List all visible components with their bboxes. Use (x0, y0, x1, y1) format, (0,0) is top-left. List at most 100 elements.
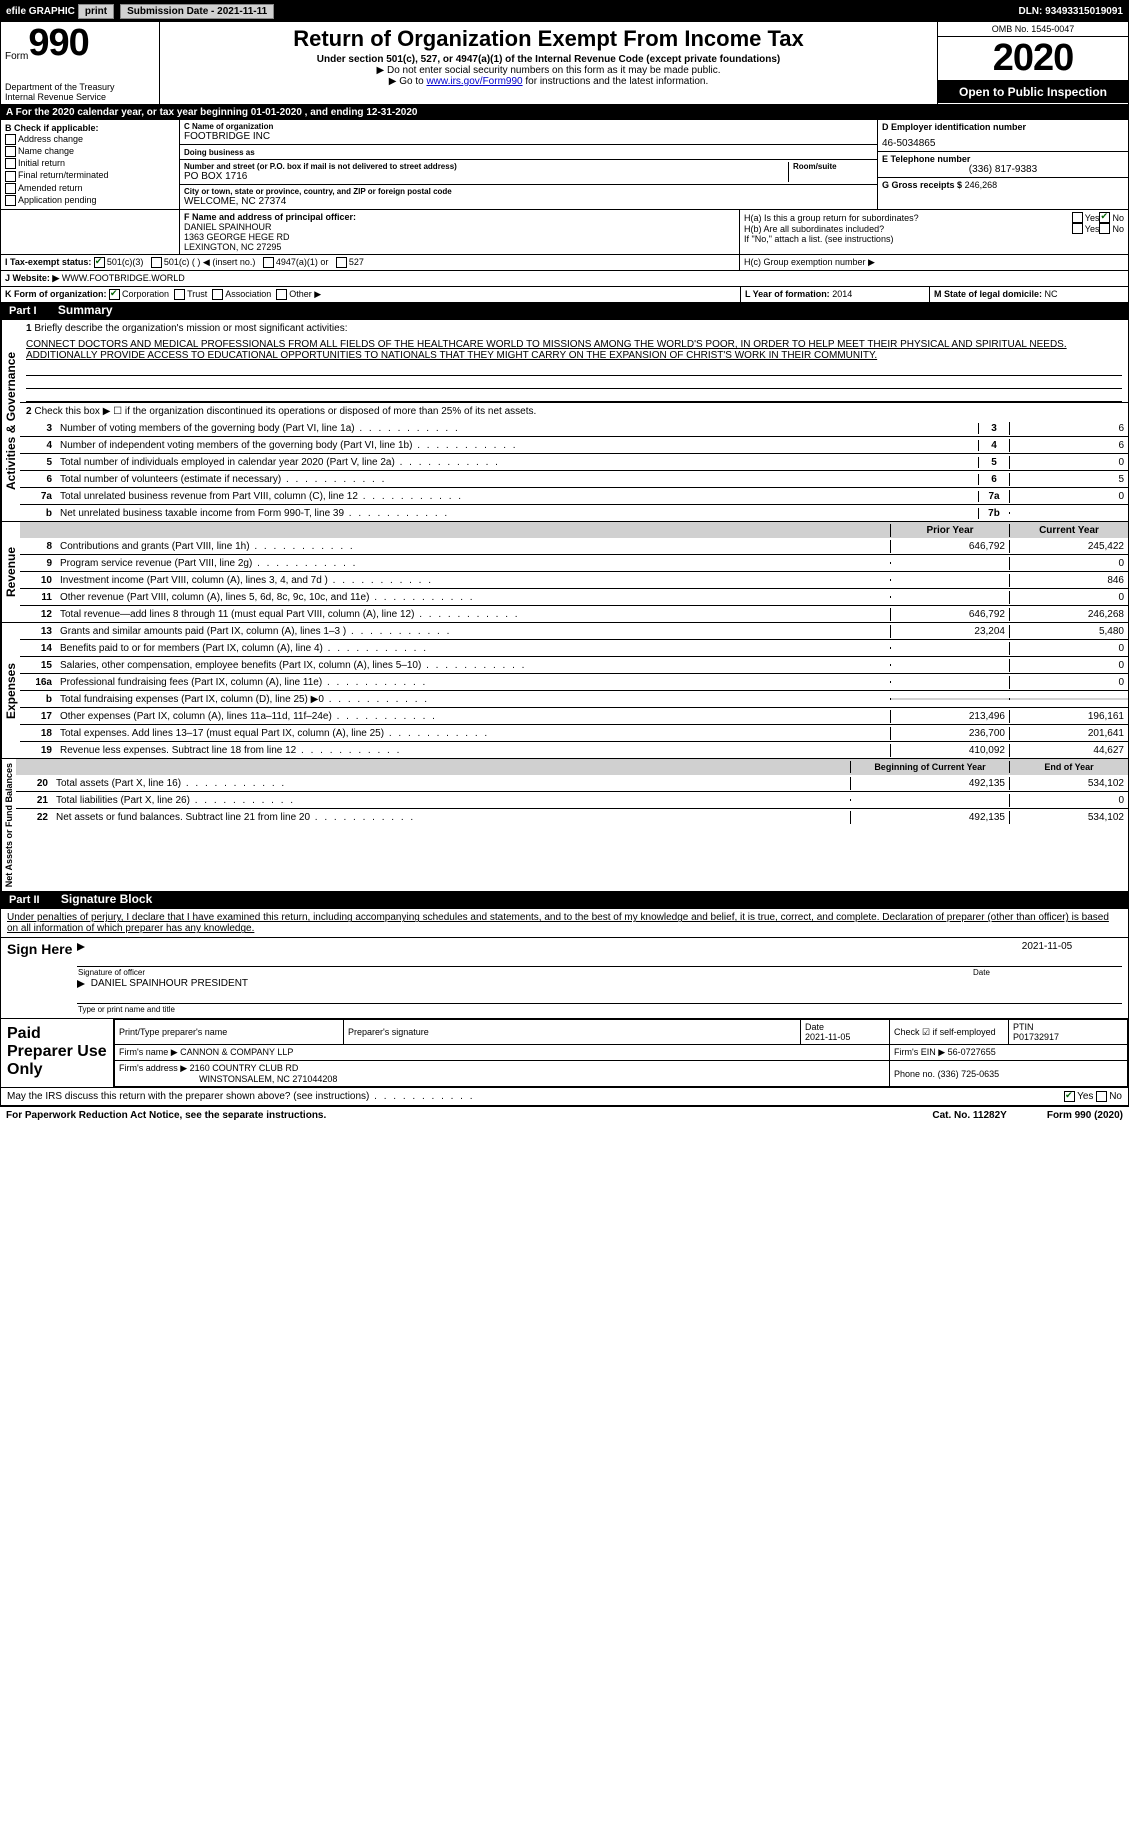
declaration-text: Under penalties of perjury, I declare th… (7, 912, 1122, 934)
sign-date-value: 2021-11-05 (972, 941, 1122, 952)
prep-sig-header: Preparer's signature (348, 1027, 429, 1037)
firm-addr2-value: WINSTONSALEM, NC 271044208 (199, 1074, 337, 1084)
amended-return-label: Amended return (18, 183, 83, 193)
name-title-label: Type or print name and title (77, 1003, 1122, 1015)
mission-blank-line (26, 363, 1122, 376)
expenses-sidelabel: Expenses (1, 623, 20, 758)
hb-no-checkbox[interactable] (1099, 223, 1110, 234)
ein-label: D Employer identification number (882, 122, 1124, 132)
address-change-checkbox[interactable] (5, 134, 16, 145)
org-name: FOOTBRIDGE INC (184, 131, 873, 142)
signature-declaration: Under penalties of perjury, I declare th… (0, 909, 1129, 938)
expense-line: 18Total expenses. Add lines 13–17 (must … (20, 724, 1128, 741)
open-inspection: Open to Public Inspection (938, 81, 1128, 103)
assoc-label: Association (225, 289, 271, 299)
footer: For Paperwork Reduction Act Notice, see … (0, 1106, 1129, 1124)
name-change-checkbox[interactable] (5, 146, 16, 157)
discuss-yes: Yes (1077, 1091, 1093, 1102)
phone-label: E Telephone number (882, 154, 1124, 164)
state-domicile-value: NC (1045, 289, 1058, 299)
application-pending-checkbox[interactable] (5, 195, 16, 206)
officer-addr2: LEXINGTON, NC 27295 (184, 242, 735, 252)
expenses-grid: Expenses 13Grants and similar amounts pa… (0, 623, 1129, 759)
activities-grid: Activities & Governance 1 Briefly descri… (0, 320, 1129, 522)
part1-bar: Part I Summary (0, 303, 1129, 320)
org-name-label: C Name of organization (184, 122, 873, 131)
net-line: 21Total liabilities (Part X, line 26)0 (16, 791, 1128, 808)
summary-line: 6Total number of volunteers (estimate if… (20, 470, 1128, 487)
final-return-label: Final return/terminated (18, 170, 109, 180)
submission-date-button[interactable]: Submission Date - 2021-11-11 (120, 4, 274, 19)
expense-line: 14Benefits paid to or for members (Part … (20, 639, 1128, 656)
line1-label: Briefly describe the organization's miss… (34, 323, 347, 334)
trust-checkbox[interactable] (174, 289, 185, 300)
paid-preparer-block: Paid Preparer Use Only Print/Type prepar… (0, 1019, 1129, 1088)
department-label: Department of the Treasury Internal Reve… (5, 82, 155, 102)
527-checkbox[interactable] (336, 257, 347, 268)
discuss-row: May the IRS discuss this return with the… (0, 1088, 1129, 1106)
form-word: Form (5, 51, 28, 62)
revenue-sidelabel: Revenue (1, 522, 20, 622)
prep-name-header: Print/Type preparer's name (119, 1027, 227, 1037)
ha-no: No (1112, 213, 1124, 223)
efile-label: efile GRAPHIC (6, 6, 75, 17)
city-value: WELCOME, NC 27374 (184, 196, 873, 207)
revenue-line: 12Total revenue—add lines 8 through 11 (… (20, 605, 1128, 622)
4947-checkbox[interactable] (263, 257, 274, 268)
pra-notice: For Paperwork Reduction Act Notice, see … (6, 1110, 326, 1121)
print-button[interactable]: print (78, 4, 114, 19)
part2-bar: Part II Signature Block (0, 892, 1129, 909)
firm-phone-label: Phone no. (894, 1069, 935, 1079)
firm-ein-label: Firm's EIN ▶ (894, 1047, 945, 1057)
hb-yes-checkbox[interactable] (1072, 223, 1083, 234)
irs-link[interactable]: www.irs.gov/Form990 (426, 76, 522, 87)
firm-phone-value: (336) 725-0635 (938, 1069, 1000, 1079)
corp-label: Corporation (122, 289, 169, 299)
summary-line: 5Total number of individuals employed in… (20, 453, 1128, 470)
corp-checkbox[interactable] (109, 289, 120, 300)
mission-blank-line (26, 376, 1122, 389)
beginning-year-header: Beginning of Current Year (850, 761, 1009, 773)
part2-tag: Part II (1, 892, 48, 908)
dba-label: Doing business as (184, 148, 255, 157)
ha-yes-checkbox[interactable] (1072, 212, 1083, 223)
summary-line: 4Number of independent voting members of… (20, 436, 1128, 453)
501c3-checkbox[interactable] (94, 257, 105, 268)
ein-value: 46-5034865 (882, 138, 1124, 149)
paid-preparer-label: Paid Preparer Use Only (1, 1019, 114, 1087)
dln-label: DLN: 93493315019091 (1018, 6, 1123, 17)
sign-here-block: Sign Here Signature of officer 2021-11-0… (0, 938, 1129, 1019)
initial-return-checkbox[interactable] (5, 158, 16, 169)
527-label: 527 (349, 257, 364, 267)
mission-blank-line (26, 389, 1122, 402)
revenue-grid: Revenue Prior Year Current Year 8Contrib… (0, 522, 1129, 623)
section-fh: F Name and address of principal officer:… (0, 210, 1129, 255)
summary-line: bNet unrelated business taxable income f… (20, 504, 1128, 521)
prep-check-header: Check ☑ if self-employed (894, 1027, 996, 1037)
discuss-no-checkbox[interactable] (1096, 1091, 1107, 1102)
firm-addr-label: Firm's address ▶ (119, 1063, 187, 1073)
firm-addr-value: 2160 COUNTRY CLUB RD (190, 1063, 299, 1073)
city-label: City or town, state or province, country… (184, 187, 873, 196)
ssn-warning: ▶ Do not enter social security numbers o… (164, 65, 933, 76)
discuss-no: No (1109, 1091, 1122, 1102)
prior-year-header: Prior Year (890, 524, 1009, 537)
501c-checkbox[interactable] (151, 257, 162, 268)
form-header: Form 990 Department of the Treasury Inte… (0, 22, 1129, 105)
amended-return-checkbox[interactable] (5, 183, 16, 194)
other-checkbox[interactable] (276, 289, 287, 300)
goto-post: for instructions and the latest informat… (525, 76, 708, 87)
arrow-icon (77, 943, 85, 951)
final-return-checkbox[interactable] (5, 171, 16, 182)
officer-name-typed: DANIEL SPAINHOUR PRESIDENT (91, 978, 248, 989)
other-label: Other ▶ (289, 289, 321, 299)
section-bcdeg: B Check if applicable: Address change Na… (0, 120, 1129, 210)
subtitle-section: Under section 501(c), 527, or 4947(a)(1)… (164, 54, 933, 65)
hb-no: No (1112, 224, 1124, 234)
row-i: I Tax-exempt status: 501(c)(3) 501(c) ( … (0, 255, 1129, 271)
prep-date-value: 2021-11-05 (805, 1032, 850, 1042)
ha-no-checkbox[interactable] (1099, 212, 1110, 223)
assoc-checkbox[interactable] (212, 289, 223, 300)
discuss-yes-checkbox[interactable] (1064, 1091, 1075, 1102)
net-line: 22Net assets or fund balances. Subtract … (16, 808, 1128, 825)
